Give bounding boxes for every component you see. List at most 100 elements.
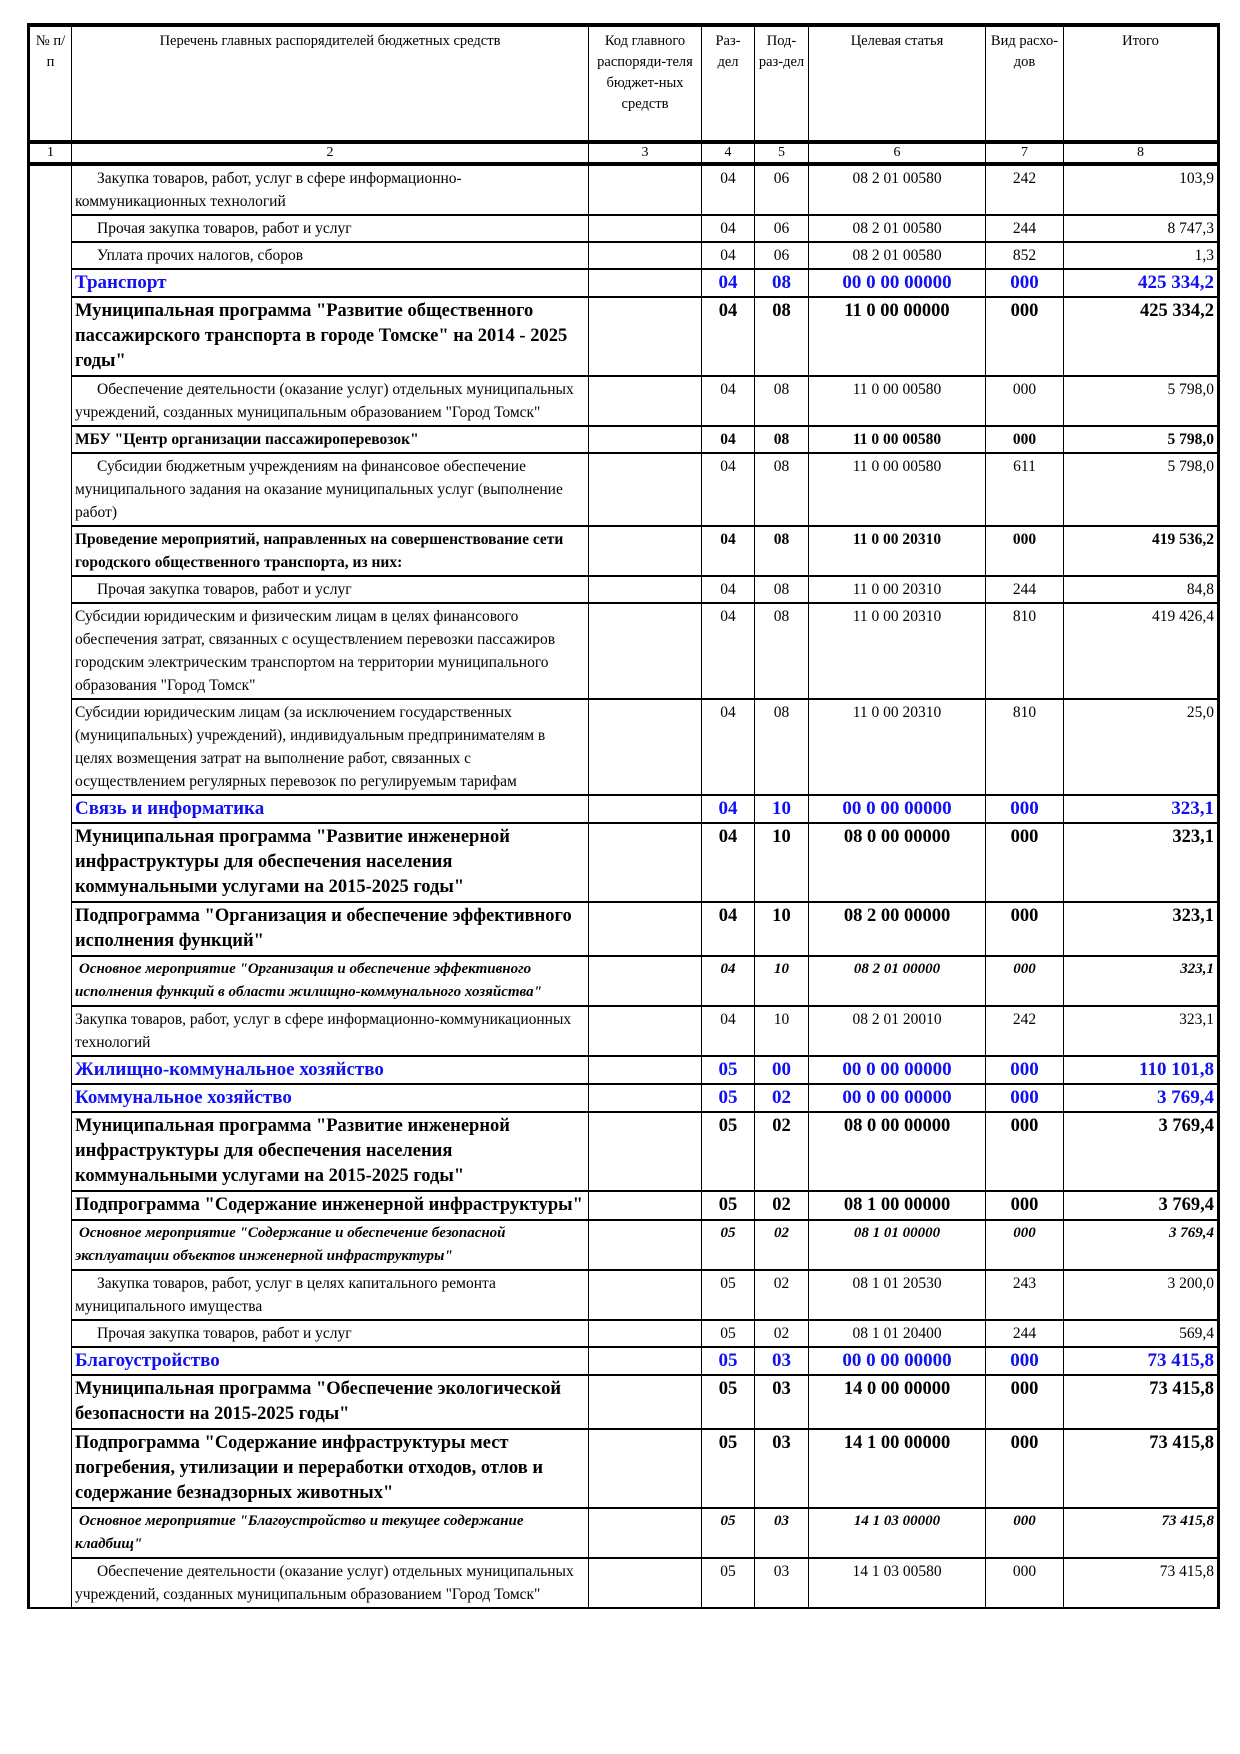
header-section: Раз-дел [701,23,755,144]
expense-type-cell: 243 [985,1269,1064,1321]
target-article-cell: 11 0 00 20310 [808,602,986,700]
subsection-cell: 00 [754,1055,809,1085]
subsection-cell: 10 [754,794,809,824]
section-cell: 04 [701,425,755,454]
target-article-cell: 08 2 01 00000 [808,955,986,1007]
manager-code-cell [588,1083,702,1113]
section-cell: 04 [701,525,755,577]
table-row: Муниципальная программа "Развитие инжене… [29,822,1219,903]
total-cell: 323,1 [1063,955,1219,1007]
target-article-cell: 11 0 00 20310 [808,575,986,604]
name-cell: Проведение мероприятий, направленных на … [71,525,589,577]
name-cell: Прочая закупка товаров, работ и услуг [71,214,589,243]
header-expense-type: Вид расхо-дов [985,23,1064,144]
subsection-cell: 08 [754,452,809,527]
target-article-cell: 00 0 00 00000 [808,794,986,824]
expense-type-cell: 611 [985,452,1064,527]
table-row: Подпрограмма "Содержание инфраструктуры … [29,1428,1219,1509]
name-cell: Связь и информатика [71,794,589,824]
column-number: 6 [808,141,986,166]
section-cell: 04 [701,955,755,1007]
table-row: МБУ "Центр организации пассажироперевозо… [29,425,1219,454]
subsection-cell: 02 [754,1190,809,1221]
column-number: 1 [28,141,72,166]
total-cell: 73 415,8 [1063,1557,1219,1609]
section-cell: 04 [701,452,755,527]
expense-type-cell: 000 [985,268,1064,298]
manager-code-cell [588,1190,702,1221]
target-article-cell: 11 0 00 00580 [808,375,986,427]
subsection-cell: 08 [754,296,809,377]
section-cell: 05 [701,1428,755,1509]
total-cell: 425 334,2 [1063,268,1219,298]
manager-code-cell [588,452,702,527]
subsection-cell: 06 [754,241,809,270]
total-cell: 323,1 [1063,901,1219,957]
target-article-cell: 00 0 00 00000 [808,268,986,298]
table-row: Проведение мероприятий, направленных на … [29,525,1219,577]
expense-type-cell: 000 [985,794,1064,824]
target-article-cell: 11 0 00 00580 [808,425,986,454]
column-number: 4 [701,141,755,166]
target-article-cell: 11 0 00 00000 [808,296,986,377]
expense-type-cell: 000 [985,1507,1064,1559]
subsection-cell: 03 [754,1428,809,1509]
expense-type-cell: 242 [985,163,1064,216]
total-cell: 569,4 [1063,1319,1219,1348]
target-article-cell: 08 1 01 20530 [808,1269,986,1321]
manager-code-cell [588,901,702,957]
section-cell: 05 [701,1507,755,1559]
manager-code-cell [588,1346,702,1376]
name-cell: Основное мероприятие "Содержание и обесп… [71,1219,589,1271]
name-cell: Муниципальная программа "Обеспечение эко… [71,1374,589,1430]
table-row: Основное мероприятие "Организация и обес… [29,955,1219,1007]
manager-code-cell [588,214,702,243]
section-cell: 04 [701,214,755,243]
manager-code-cell [588,1557,702,1609]
manager-code-cell [588,296,702,377]
expense-type-cell: 000 [985,901,1064,957]
manager-code-cell [588,1269,702,1321]
target-article-cell: 11 0 00 20310 [808,525,986,577]
target-article-cell: 08 2 01 00580 [808,241,986,270]
section-cell: 04 [701,268,755,298]
expense-type-cell: 000 [985,1055,1064,1085]
section-cell: 05 [701,1111,755,1192]
name-cell: Транспорт [71,268,589,298]
name-cell: Подпрограмма "Организация и обеспечение … [71,901,589,957]
name-cell: Обеспечение деятельности (оказание услуг… [71,375,589,427]
name-cell: Прочая закупка товаров, работ и услуг [71,575,589,604]
name-cell: Муниципальная программа "Развитие инжене… [71,822,589,903]
total-cell: 3 769,4 [1063,1111,1219,1192]
name-cell: Прочая закупка товаров, работ и услуг [71,1319,589,1348]
table-row: Закупка товаров, работ, услуг в сфере ин… [28,163,1219,1609]
expense-type-cell: 244 [985,214,1064,243]
manager-code-cell [588,1428,702,1509]
subsection-cell: 08 [754,425,809,454]
total-cell: 103,9 [1063,163,1219,216]
table-row: Благоустройство 05 03 00 0 00 00000 000 73 41… [29,1346,1219,1376]
section-cell: 05 [701,1083,755,1113]
total-cell: 73 415,8 [1063,1507,1219,1559]
name-cell: Субсидии бюджетным учреждениям на финанс… [71,452,589,527]
subsection-cell: 02 [754,1219,809,1271]
total-cell: 323,1 [1063,794,1219,824]
table-row: Субсидии юридическим лицам (за исключени… [29,698,1219,796]
manager-code-cell [588,425,702,454]
header-total: Итого [1063,23,1219,144]
expense-type-cell: 000 [985,955,1064,1007]
table-row: Прочая закупка товаров, работ и услуг 05 0… [29,1319,1219,1348]
subsection-cell: 03 [754,1557,809,1609]
table-body: Закупка товаров, работ, услуг в сфере ин… [28,163,1219,1609]
target-article-cell: 00 0 00 00000 [808,1055,986,1085]
name-cell: Обеспечение деятельности (оказание услуг… [71,1557,589,1609]
expense-type-cell: 000 [985,1428,1064,1509]
subsection-cell: 03 [754,1374,809,1430]
expense-type-cell: 244 [985,575,1064,604]
target-article-cell: 08 0 00 00000 [808,822,986,903]
section-cell: 04 [701,241,755,270]
subsection-cell: 06 [754,214,809,243]
section-cell: 05 [701,1374,755,1430]
table-row: Жилищно-коммунальное хозяйство 05 00 00 0 0… [29,1055,1219,1085]
column-number: 5 [754,141,809,166]
